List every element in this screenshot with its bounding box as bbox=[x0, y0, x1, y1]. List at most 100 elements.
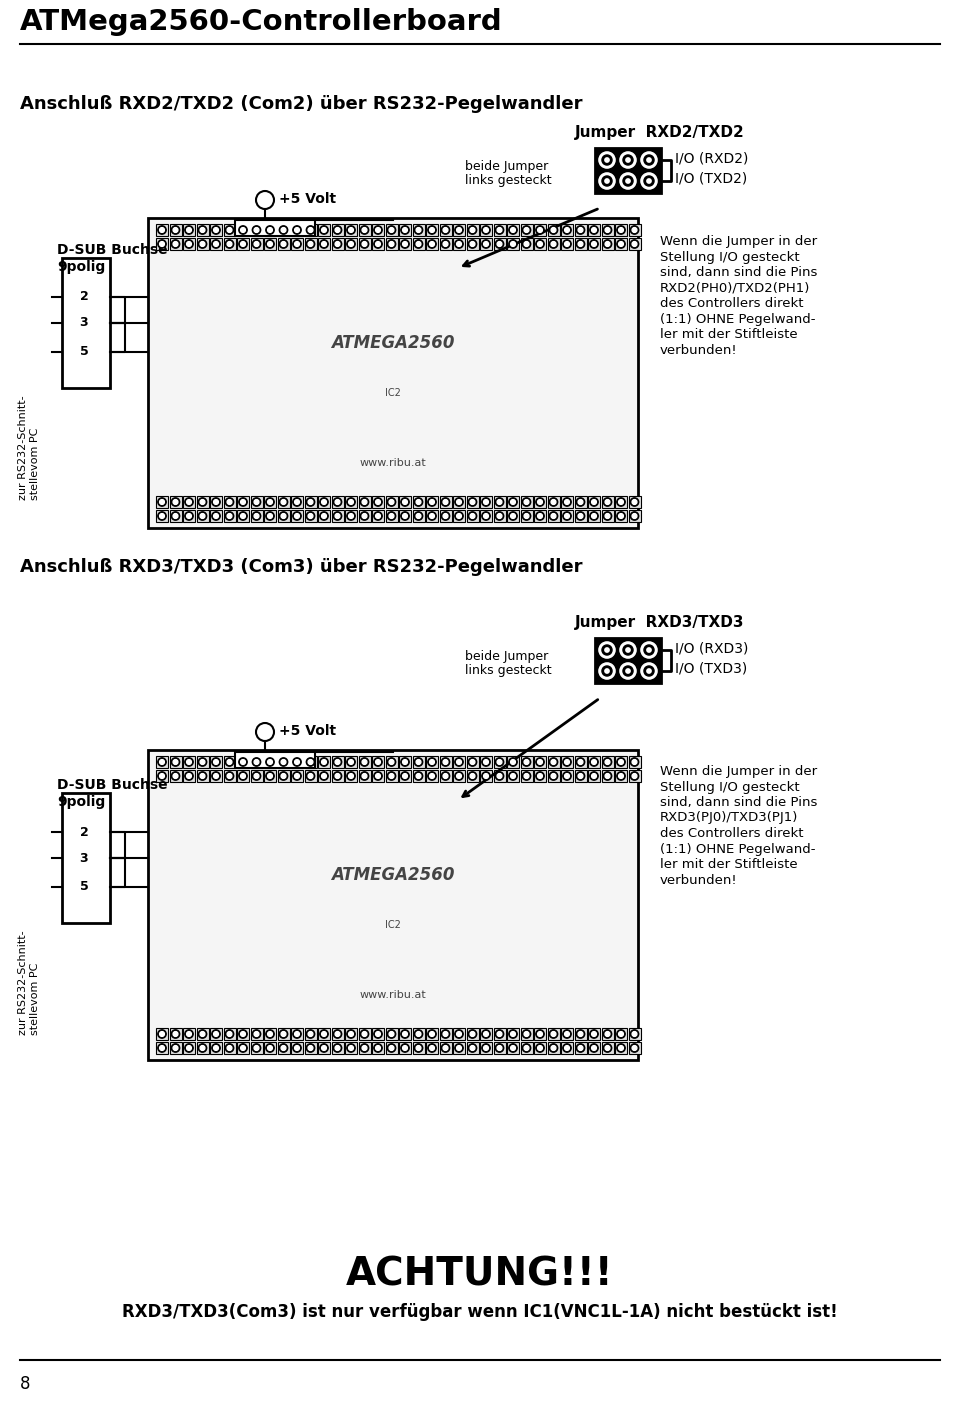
Circle shape bbox=[632, 774, 636, 778]
Circle shape bbox=[157, 758, 166, 767]
Circle shape bbox=[509, 225, 517, 234]
Circle shape bbox=[322, 1045, 326, 1051]
Circle shape bbox=[387, 512, 396, 521]
Circle shape bbox=[549, 498, 558, 507]
Circle shape bbox=[266, 758, 275, 767]
Circle shape bbox=[430, 228, 434, 232]
Bar bbox=[561, 770, 573, 782]
Text: sind, dann sind die Pins: sind, dann sind die Pins bbox=[660, 266, 817, 279]
Bar bbox=[386, 1043, 397, 1054]
Circle shape bbox=[306, 498, 315, 507]
Circle shape bbox=[362, 1045, 367, 1051]
Circle shape bbox=[455, 239, 463, 248]
Circle shape bbox=[360, 772, 369, 781]
Circle shape bbox=[184, 1030, 193, 1038]
Bar bbox=[480, 1043, 492, 1054]
Bar bbox=[399, 770, 411, 782]
Circle shape bbox=[373, 225, 382, 234]
Circle shape bbox=[322, 514, 326, 518]
Circle shape bbox=[551, 228, 556, 232]
Circle shape bbox=[333, 239, 342, 248]
Circle shape bbox=[641, 173, 657, 189]
Circle shape bbox=[457, 228, 462, 232]
Circle shape bbox=[430, 499, 434, 504]
Circle shape bbox=[623, 644, 633, 656]
Text: 9polig: 9polig bbox=[57, 260, 106, 274]
Circle shape bbox=[623, 176, 633, 186]
Text: Stellung I/O gesteckt: Stellung I/O gesteckt bbox=[660, 250, 800, 263]
Text: zur RS232-Schnitt-
stellevom PC: zur RS232-Schnitt- stellevom PC bbox=[18, 930, 39, 1036]
Circle shape bbox=[389, 1031, 394, 1037]
Circle shape bbox=[522, 1030, 531, 1038]
Circle shape bbox=[322, 499, 326, 504]
Circle shape bbox=[157, 498, 166, 507]
Bar bbox=[277, 238, 290, 250]
Bar bbox=[480, 497, 492, 508]
Circle shape bbox=[171, 225, 180, 234]
Circle shape bbox=[605, 514, 610, 518]
Circle shape bbox=[605, 1031, 610, 1037]
Circle shape bbox=[482, 1044, 491, 1052]
Bar bbox=[224, 238, 235, 250]
Bar bbox=[467, 1029, 478, 1040]
Bar bbox=[264, 1043, 276, 1054]
Bar bbox=[264, 224, 276, 236]
Bar bbox=[561, 497, 573, 508]
Bar bbox=[493, 770, 506, 782]
Circle shape bbox=[239, 225, 248, 234]
Circle shape bbox=[228, 760, 232, 764]
Circle shape bbox=[618, 514, 623, 518]
Circle shape bbox=[295, 514, 300, 518]
Circle shape bbox=[632, 499, 636, 504]
Circle shape bbox=[468, 239, 477, 248]
Bar bbox=[304, 1043, 317, 1054]
Circle shape bbox=[401, 1044, 409, 1052]
Circle shape bbox=[589, 1044, 598, 1052]
Circle shape bbox=[281, 1031, 286, 1037]
Circle shape bbox=[199, 512, 206, 521]
Circle shape bbox=[347, 498, 355, 507]
Bar bbox=[197, 224, 208, 236]
Circle shape bbox=[362, 774, 367, 778]
Text: Stellung I/O gesteckt: Stellung I/O gesteckt bbox=[660, 781, 800, 794]
Bar bbox=[413, 509, 424, 522]
Circle shape bbox=[375, 760, 380, 764]
Circle shape bbox=[522, 512, 531, 521]
Bar bbox=[520, 509, 533, 522]
Text: verbunden!: verbunden! bbox=[660, 874, 737, 886]
Bar bbox=[453, 238, 465, 250]
Circle shape bbox=[620, 642, 636, 658]
Circle shape bbox=[631, 1044, 638, 1052]
Circle shape bbox=[631, 225, 638, 234]
Circle shape bbox=[281, 242, 286, 246]
Bar bbox=[453, 1043, 465, 1054]
Circle shape bbox=[495, 772, 504, 781]
Circle shape bbox=[159, 514, 164, 518]
Circle shape bbox=[200, 1031, 204, 1037]
Bar bbox=[277, 1043, 290, 1054]
Circle shape bbox=[470, 514, 475, 518]
Bar bbox=[426, 770, 438, 782]
Circle shape bbox=[212, 772, 220, 781]
Circle shape bbox=[549, 772, 558, 781]
Circle shape bbox=[213, 1045, 219, 1051]
Bar bbox=[453, 509, 465, 522]
Circle shape bbox=[184, 498, 193, 507]
Circle shape bbox=[605, 668, 610, 673]
Bar bbox=[561, 756, 573, 768]
Circle shape bbox=[603, 1030, 612, 1038]
Circle shape bbox=[226, 512, 233, 521]
Circle shape bbox=[631, 772, 638, 781]
Circle shape bbox=[428, 1044, 436, 1052]
Circle shape bbox=[213, 228, 219, 232]
Circle shape bbox=[442, 1044, 449, 1052]
Circle shape bbox=[402, 760, 407, 764]
Bar bbox=[480, 756, 492, 768]
Circle shape bbox=[605, 228, 610, 232]
Text: 3: 3 bbox=[80, 851, 88, 864]
Text: beide Jumper: beide Jumper bbox=[465, 650, 548, 663]
Circle shape bbox=[455, 512, 463, 521]
Circle shape bbox=[279, 1030, 288, 1038]
Bar bbox=[399, 1029, 411, 1040]
Circle shape bbox=[157, 1044, 166, 1052]
